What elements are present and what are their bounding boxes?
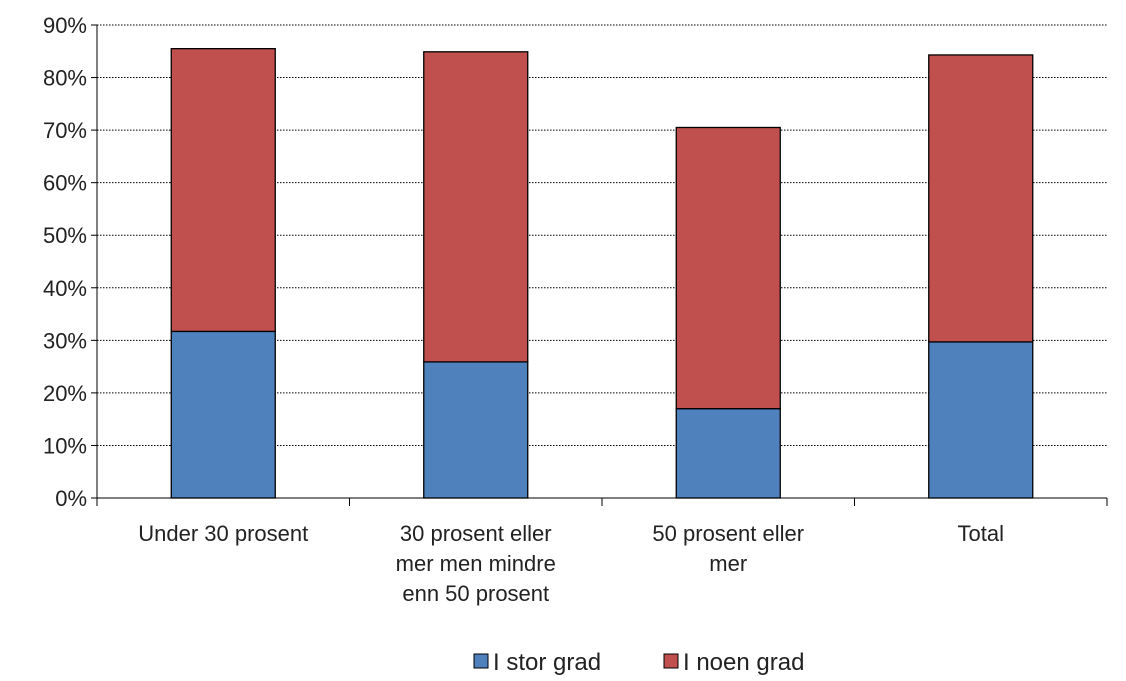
y-tick-label-6: 60% bbox=[43, 171, 87, 196]
bar-i-noen-grad-3 bbox=[928, 54, 1034, 343]
y-axis-tick-labels: 0% 10% 20% 30% 40% 50% 60% 70% 80% 90% bbox=[43, 13, 87, 511]
bar-i-noen-grad-1 bbox=[423, 51, 529, 363]
y-tick-label-2: 20% bbox=[43, 381, 87, 406]
legend-swatch-0 bbox=[473, 653, 489, 669]
axes bbox=[91, 24, 1108, 506]
y-tick-label-9: 90% bbox=[43, 13, 87, 38]
x-category-label-1-line-2: enn 50 prosent bbox=[402, 581, 549, 606]
y-tick-label-8: 80% bbox=[43, 66, 87, 91]
x-category-label-3-line-0: Total bbox=[958, 521, 1004, 546]
y-tick-label-0: 0% bbox=[55, 486, 87, 511]
y-tick-label-4: 40% bbox=[43, 276, 87, 301]
bars bbox=[170, 48, 1034, 499]
y-tick-label-7: 70% bbox=[43, 118, 87, 143]
legend: I stor grad I noen grad bbox=[473, 649, 804, 676]
x-category-label-2-line-1: mer bbox=[709, 551, 747, 576]
x-category-label-0-line-0: Under 30 prosent bbox=[138, 521, 308, 546]
y-tick-label-5: 50% bbox=[43, 223, 87, 248]
x-axis-category-labels: Under 30 prosent 30 prosent eller mer men … bbox=[138, 521, 1004, 606]
bar-i-stor-grad-2 bbox=[675, 408, 781, 499]
bar-i-stor-grad-1 bbox=[423, 361, 529, 499]
legend-label-0: I stor grad bbox=[493, 649, 601, 676]
legend-label-1: I noen grad bbox=[683, 649, 804, 676]
bar-i-noen-grad-2 bbox=[675, 126, 781, 410]
bar-i-stor-grad-0 bbox=[170, 330, 276, 499]
x-category-label-1-line-1: mer men mindre bbox=[396, 551, 556, 576]
bar-i-noen-grad-0 bbox=[170, 48, 276, 333]
legend-swatch-1 bbox=[663, 653, 679, 669]
y-tick-label-1: 10% bbox=[43, 433, 87, 458]
y-tick-label-3: 30% bbox=[43, 328, 87, 353]
x-category-label-2-line-0: 50 prosent eller bbox=[652, 521, 804, 546]
x-category-label-1-line-0: 30 prosent eller bbox=[400, 521, 552, 546]
bar-i-stor-grad-3 bbox=[928, 341, 1034, 499]
